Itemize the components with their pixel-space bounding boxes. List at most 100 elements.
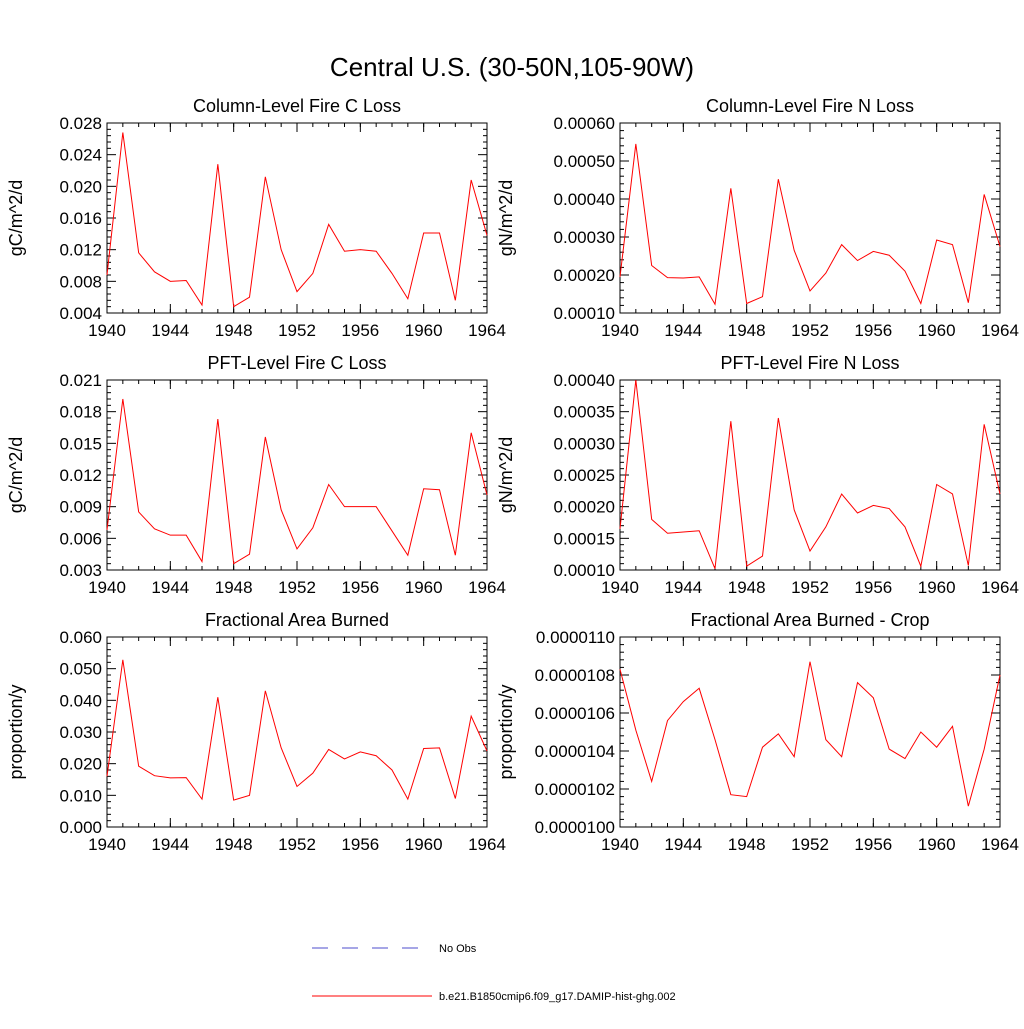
- y-tick-label: 0.020: [59, 177, 102, 196]
- y-tick-label: 0.00025: [554, 466, 615, 485]
- x-tick-label: 1952: [791, 835, 829, 854]
- y-tick-label: 0.015: [59, 434, 102, 453]
- y-axis-label: gC/m^2/d: [6, 180, 26, 256]
- chart-panel-6: 1940 1944 1948 1952 1956 1960 1964 0.0000100 0.0…: [496, 610, 1019, 854]
- x-tick-label: 1944: [151, 578, 189, 597]
- x-tick-label: 1956: [854, 578, 892, 597]
- y-tick-label: 0.00020: [554, 498, 615, 517]
- y-axis-label: proportion/y: [6, 684, 26, 779]
- x-tick-label: 1960: [918, 321, 956, 340]
- x-tick-label: 1948: [215, 578, 253, 597]
- x-tick-label: 1944: [664, 578, 702, 597]
- x-tick-label: 1940: [88, 835, 126, 854]
- y-axis-label: gC/m^2/d: [6, 437, 26, 513]
- x-tick-label: 1948: [728, 835, 766, 854]
- legend: No Obs b.e21.B1850cmip6.f09_g17.DAMIP-hi…: [312, 943, 676, 1003]
- x-tick-label: 1940: [601, 835, 639, 854]
- y-tick-label: 0.00040: [554, 371, 615, 390]
- panel-title: Fractional Area Burned: [205, 610, 389, 630]
- plot-frame: [106, 379, 488, 571]
- x-tick-label: 1940: [88, 321, 126, 340]
- y-tick-label: 0.012: [59, 241, 102, 260]
- chart-panel-1: 1940 1944 1948 1952 1956 1960 1964 0.004 0.008 0.…: [6, 96, 506, 340]
- plot-frame: [619, 636, 1001, 828]
- series-line-1: [106, 398, 488, 565]
- x-tick-label: 1940: [601, 321, 639, 340]
- y-tick-label: 0.020: [59, 755, 102, 774]
- x-tick-label: 1960: [918, 835, 956, 854]
- x-tick-label: 1952: [278, 835, 316, 854]
- x-tick-label: 1940: [88, 578, 126, 597]
- chart-panel-5: 1940 1944 1948 1952 1956 1960 1964 0.000 0.010 0.…: [6, 610, 506, 854]
- panels: 1940 1944 1948 1952 1956 1960 1964 0.004 0.008 0.…: [6, 96, 1019, 854]
- y-tick-label: 0.024: [59, 146, 102, 165]
- y-tick-label: 0.003: [59, 561, 102, 580]
- y-tick-label: 0.0000110: [536, 628, 615, 647]
- y-tick-label: 0.006: [59, 529, 102, 548]
- plot-frame: [619, 379, 1001, 571]
- legend-label-no-obs: No Obs: [439, 943, 477, 955]
- y-tick-label: 0.00020: [554, 266, 615, 285]
- panel-title: Fractional Area Burned - Crop: [690, 610, 929, 630]
- x-tick-label: 1956: [854, 321, 892, 340]
- y-tick-label: 0.021: [59, 371, 102, 390]
- panel-title: Column-Level Fire C Loss: [193, 96, 401, 116]
- plot-frame: [106, 122, 488, 314]
- series-line-1: [619, 143, 1001, 306]
- y-tick-label: 0.040: [59, 691, 102, 710]
- x-tick-label: 1948: [215, 835, 253, 854]
- chart-panel-4: 1940 1944 1948 1952 1956 1960 1964 0.00010 0.000…: [496, 353, 1019, 597]
- x-tick-label: 1956: [341, 835, 379, 854]
- x-tick-label: 1948: [728, 321, 766, 340]
- y-tick-label: 0.00060: [554, 114, 615, 133]
- y-tick-label: 0.004: [59, 304, 102, 323]
- chart-panel-2: 1940 1944 1948 1952 1956 1960 1964 0.00010 0.000…: [496, 96, 1019, 340]
- x-tick-label: 1940: [601, 578, 639, 597]
- chart-panel-3: 1940 1944 1948 1952 1956 1960 1964 0.003 0.006 0.…: [6, 353, 506, 597]
- plot-frame: [619, 122, 1001, 314]
- y-tick-label: 0.008: [59, 272, 102, 291]
- y-tick-label: 0.050: [59, 660, 102, 679]
- x-tick-label: 1964: [981, 321, 1019, 340]
- series-line-1: [619, 379, 1001, 569]
- y-tick-label: 0.00050: [554, 152, 615, 171]
- panel-title: PFT-Level Fire N Loss: [720, 353, 899, 373]
- x-tick-label: 1952: [278, 578, 316, 597]
- x-tick-label: 1964: [468, 835, 506, 854]
- x-tick-label: 1948: [215, 321, 253, 340]
- x-tick-label: 1964: [981, 835, 1019, 854]
- x-tick-label: 1948: [728, 578, 766, 597]
- x-tick-label: 1952: [791, 321, 829, 340]
- y-tick-label: 0.009: [59, 498, 102, 517]
- y-tick-label: 0.00010: [554, 561, 615, 580]
- y-tick-label: 0.00030: [554, 228, 615, 247]
- y-axis-label: proportion/y: [496, 684, 516, 779]
- x-tick-label: 1944: [664, 321, 702, 340]
- series-line-1: [106, 132, 488, 308]
- y-tick-label: 0.016: [59, 209, 102, 228]
- x-tick-label: 1944: [664, 835, 702, 854]
- y-tick-label: 0.0000104: [535, 742, 615, 761]
- x-tick-label: 1960: [405, 321, 443, 340]
- legend-label-model: b.e21.B1850cmip6.f09_g17.DAMIP-hist-ghg.…: [439, 991, 676, 1003]
- y-tick-label: 0.060: [59, 628, 102, 647]
- x-tick-label: 1944: [151, 835, 189, 854]
- x-tick-label: 1944: [151, 321, 189, 340]
- series-line-1: [106, 659, 488, 801]
- x-tick-label: 1964: [468, 321, 506, 340]
- y-tick-label: 0.012: [59, 466, 102, 485]
- x-tick-label: 1952: [278, 321, 316, 340]
- y-tick-label: 0.0000108: [535, 666, 615, 685]
- y-tick-label: 0.0000100: [535, 818, 615, 837]
- y-tick-label: 0.00010: [554, 304, 615, 323]
- panel-title: PFT-Level Fire C Loss: [207, 353, 386, 373]
- y-tick-label: 0.00035: [554, 403, 615, 422]
- panel-title: Column-Level Fire N Loss: [706, 96, 914, 116]
- x-tick-label: 1964: [981, 578, 1019, 597]
- x-tick-label: 1956: [341, 321, 379, 340]
- series-line-1: [619, 661, 1001, 807]
- y-tick-label: 0.028: [59, 114, 102, 133]
- x-tick-label: 1964: [468, 578, 506, 597]
- x-tick-label: 1956: [341, 578, 379, 597]
